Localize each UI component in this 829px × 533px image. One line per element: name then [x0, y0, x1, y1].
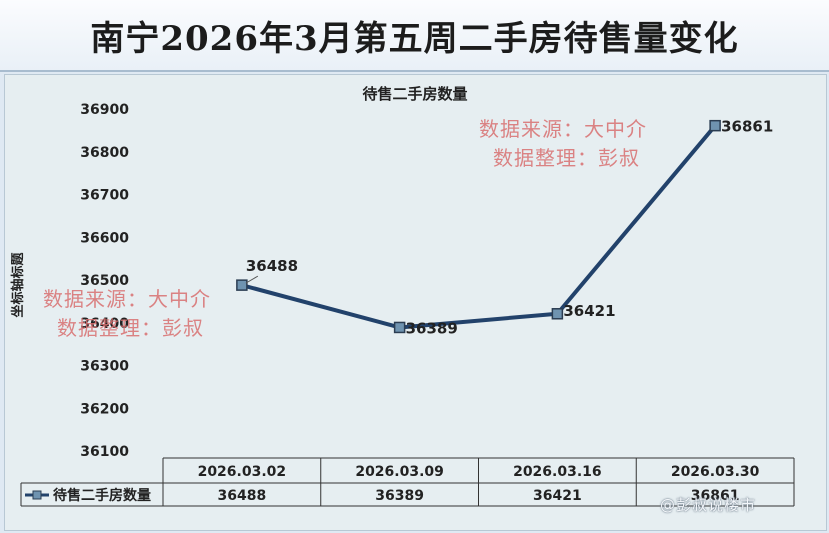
footer-watermark: @彭叔说楼市 — [660, 496, 757, 514]
y-tick-label: 36700 — [80, 188, 129, 204]
line-chart: 待售二手房数量 坐标轴标题 36100 36200 36300 36400 36500 3… — [10, 85, 795, 507]
y-tick-label: 36800 — [80, 145, 129, 161]
series-line — [239, 123, 718, 330]
data-point — [709, 119, 721, 132]
y-tick-label: 36300 — [80, 359, 129, 375]
data-point — [236, 279, 248, 291]
data-label: 36389 — [406, 319, 458, 337]
watermark-line1: 数据来源：大中介 — [43, 287, 211, 311]
data-label: 36488 — [246, 257, 298, 275]
chart-title: 待售二手房数量 — [362, 85, 467, 103]
table-value-cell: 36861 — [691, 488, 740, 504]
watermark-line1: 数据来源：大中介 — [479, 117, 647, 141]
data-point — [551, 308, 564, 320]
label-leader-line — [245, 275, 259, 284]
legend-marker — [32, 490, 42, 500]
x-category-label: 2026.03.16 — [513, 464, 602, 480]
y-tick-label: 36100 — [80, 444, 129, 460]
y-tick-label: 36600 — [80, 230, 129, 246]
data-label: 36421 — [563, 302, 615, 320]
x-category-label: 2026.03.30 — [671, 464, 760, 480]
x-category-label: 2026.03.09 — [355, 464, 444, 480]
y-tick-label: 36200 — [80, 401, 129, 417]
y-tick-label: 36400 — [80, 316, 129, 332]
table-value-cell: 36488 — [218, 488, 267, 504]
data-label: 36861 — [721, 118, 773, 136]
watermark-line2: 数据整理：彭叔 — [57, 316, 204, 340]
table-value-cell: 36421 — [533, 488, 582, 504]
banner-title: 南宁2026年3月第五周二手房待售量变化 — [90, 18, 739, 59]
x-category-label: 2026.03.02 — [198, 464, 287, 480]
y-tick-label: 36500 — [80, 273, 129, 289]
data-point — [393, 321, 406, 334]
table-value-cell: 36389 — [375, 488, 424, 504]
y-tick-label: 36900 — [80, 102, 129, 118]
watermark-line2: 数据整理：彭叔 — [493, 146, 640, 170]
watermark-right: 数据来源：大中介 数据整理：彭叔 — [479, 113, 647, 171]
legend-label: 待售二手房数量 — [53, 487, 151, 504]
y-axis-title: 坐标轴标题 — [10, 252, 26, 318]
chart-panel: 待售二手房数量 坐标轴标题 36100 36200 36300 36400 36500 3… — [4, 74, 827, 531]
watermark-left: 数据来源：大中介 数据整理：彭叔 — [43, 283, 211, 341]
banner: 南宁2026年3月第五周二手房待售量变化 — [0, 0, 829, 72]
